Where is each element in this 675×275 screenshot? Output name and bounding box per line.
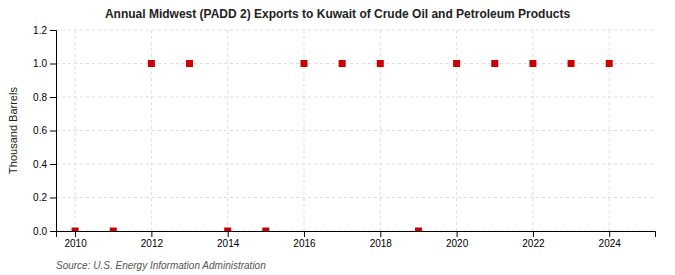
point [148,60,155,67]
point [72,228,79,232]
tick-mark [50,131,56,132]
tick-mark [304,231,305,237]
tick-label: 0.8 [33,92,47,103]
point [224,228,231,232]
grid-line [56,197,655,198]
tick: 0.6 [33,125,56,136]
tick: 0.8 [33,92,56,103]
point [339,60,346,67]
tick-label: 0.2 [33,192,47,203]
plot: 201020122014201620182020202220240.00.20.… [33,25,655,249]
tick-mark [50,198,56,199]
point [377,60,384,67]
tick-label: 1.0 [33,58,47,69]
tick: 0.0 [33,226,56,237]
tick-label: 2018 [370,238,393,249]
tick-label: 2022 [522,238,545,249]
chart: 201020122014201620182020202220240.00.20.… [0,0,675,275]
point [110,228,117,232]
grid-line [227,30,228,231]
tick-mark [50,97,56,98]
tick-label: 1.2 [33,25,47,36]
tick: 2014 [217,231,240,249]
tick-mark [533,231,534,237]
tick-label: 0.4 [33,159,47,170]
point [415,228,422,232]
tick: 2022 [522,231,545,249]
grid-line [56,164,655,165]
points [72,60,613,231]
x-axis: 2010 2012 2014 2016 2018 2020 2022 2024 [57,231,656,249]
point [453,60,460,67]
title: Annual Midwest (PADD 2) Exports to Kuwai… [105,7,570,21]
axis-line [57,232,656,238]
tick-mark [50,164,56,165]
tick-label: 2016 [293,238,316,249]
tick: 1.0 [33,58,56,69]
tick-mark [50,64,56,65]
tick-label: 0.0 [33,226,47,237]
grid [56,30,655,231]
grid-line [56,130,655,131]
tick-label: 2014 [217,238,240,249]
grid-line [56,63,655,64]
tick-label: 0.6 [33,125,47,136]
point [491,60,498,67]
tick: 2016 [293,231,316,249]
tick-label: 2020 [446,238,469,249]
tick-mark [380,231,381,237]
tick-label: 2010 [64,238,87,249]
tick-mark [609,231,610,237]
tick-mark [75,231,76,237]
tick: 0.4 [33,159,56,170]
tick: 1.2 [33,25,56,36]
tick-mark [457,231,458,237]
grid-line [56,97,655,98]
tick-mark [50,231,56,232]
tick: 0.2 [33,192,56,203]
tick: 2020 [446,231,469,249]
tick: 2024 [599,231,622,249]
point [568,60,575,67]
tick: 2010 [64,231,87,249]
annotation: Source: U.S. Energy Information Administ… [56,260,266,271]
point [300,60,307,67]
point [529,60,536,67]
tick: 2012 [141,231,164,249]
point [186,60,193,67]
grid-line [56,30,655,31]
tick: 2018 [370,231,393,249]
y-axis: 0.0 0.2 0.4 0.6 0.8 1.0 1.2 [33,25,56,237]
tick-mark [50,30,56,31]
axis-line [50,31,57,232]
tick-label: 2012 [141,238,164,249]
tick-label: 2024 [599,238,622,249]
tick-mark [228,231,229,237]
point [606,60,613,67]
point [262,228,269,232]
tick-mark [151,231,152,237]
y-axis-label: Thousand Barrels [7,87,19,174]
